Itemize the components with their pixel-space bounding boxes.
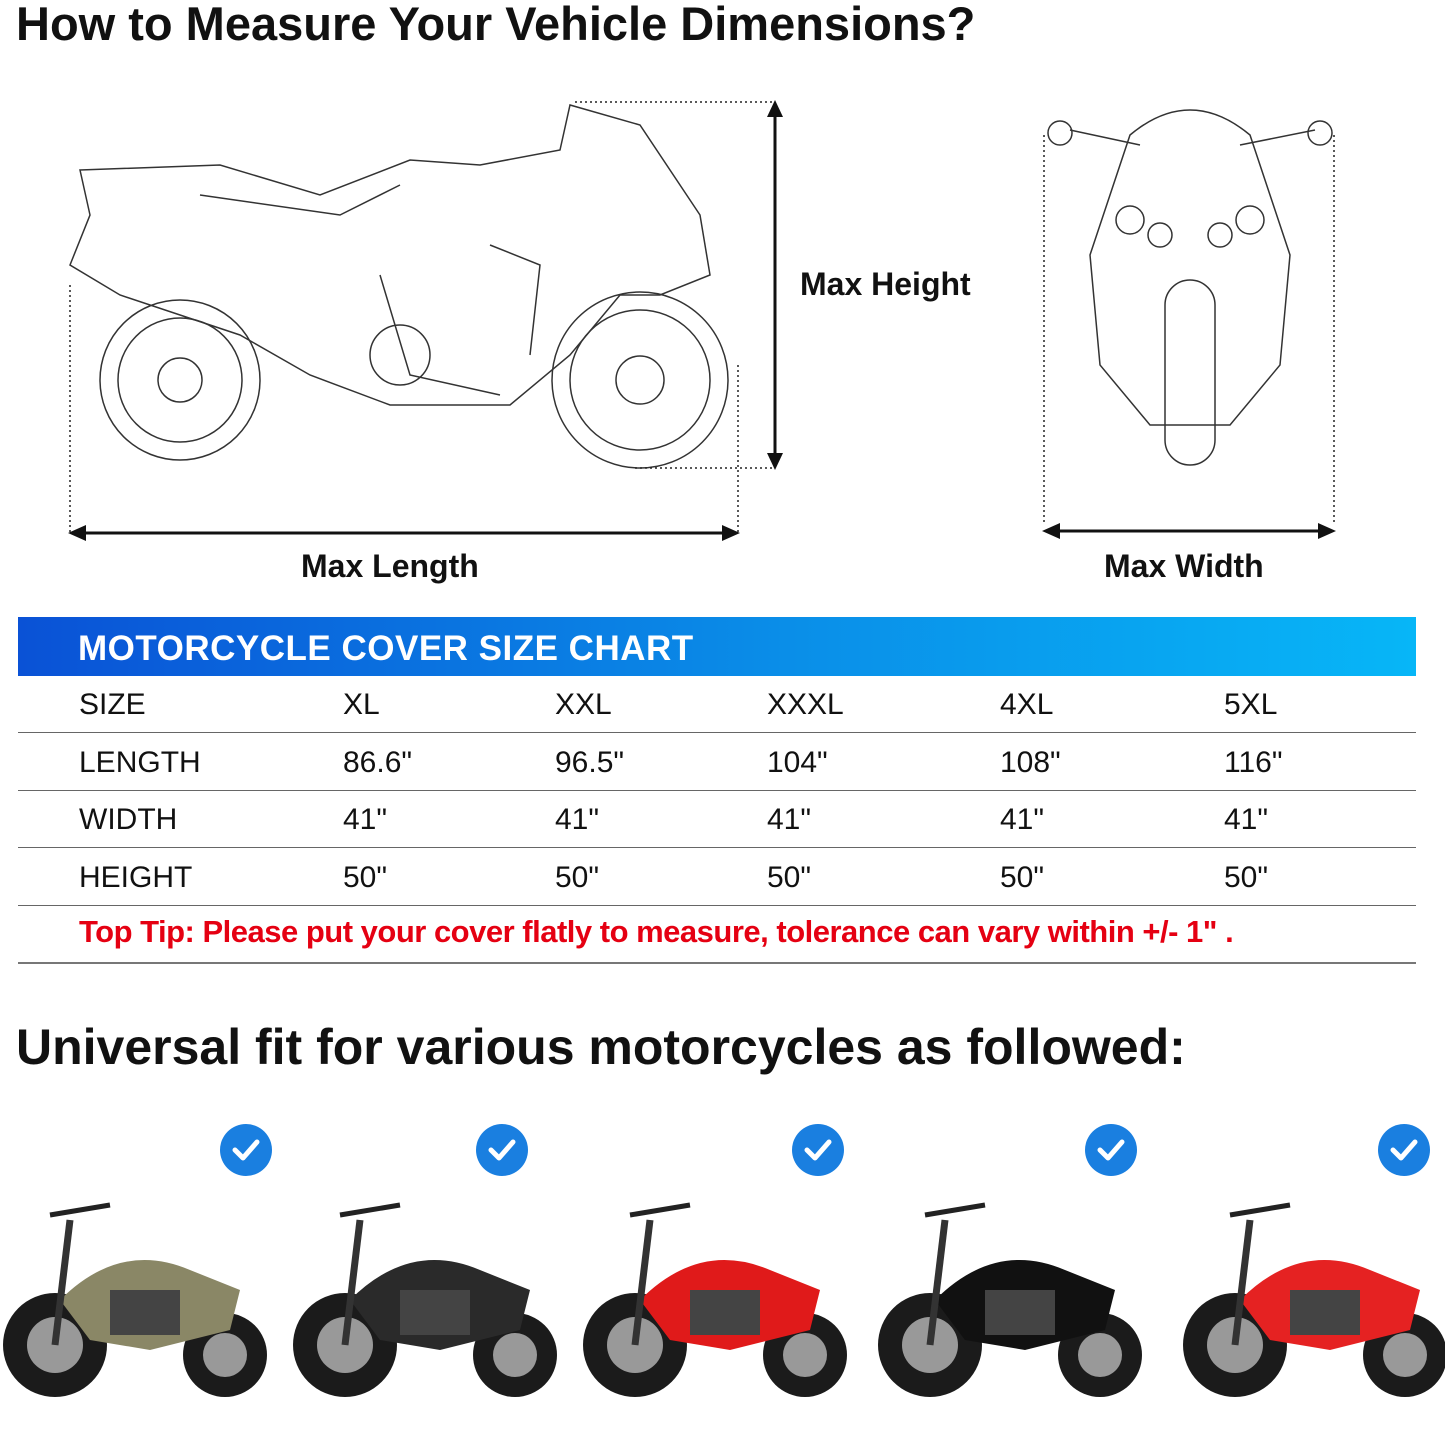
motorcycle-photo-scooter	[293, 1202, 557, 1397]
motorcycle-photo-cruiser	[878, 1202, 1142, 1397]
motorcycle-photo-vespa	[1183, 1202, 1445, 1397]
top-tip: Top Tip: Please put your cover flatly to…	[79, 914, 1234, 949]
row-value: 41"	[1000, 803, 1045, 836]
size-chart-header: MOTORCYCLE COVER SIZE CHART	[18, 617, 1416, 676]
row-value: 116"	[1224, 745, 1283, 779]
row-label: WIDTH	[79, 803, 178, 836]
check-icon	[792, 1124, 844, 1176]
size-chart-row-height: HEIGHT 50" 50" 50" 50" 50"	[18, 849, 1416, 906]
row-value: 50"	[343, 860, 388, 894]
row-value: 50"	[1000, 860, 1045, 894]
motorcycle-photo-cruiser	[3, 1202, 267, 1397]
row-value: 41"	[555, 803, 600, 836]
size-chart-title: MOTORCYCLE COVER SIZE CHART	[78, 629, 694, 668]
row-value: 104"	[767, 745, 828, 779]
row-value: 50"	[555, 860, 600, 894]
row-value: XXL	[555, 688, 612, 721]
row-value: XXXL	[767, 688, 844, 721]
size-chart-row-size: SIZE XL XXL XXXL 4XL 5XL	[18, 676, 1416, 733]
row-value: 96.5"	[555, 745, 625, 779]
row-value: 108"	[1000, 745, 1061, 779]
row-value: 86.6"	[343, 745, 413, 779]
max-width-label: Max Width	[1104, 548, 1264, 584]
row-value: 41"	[1224, 803, 1269, 836]
max-length-label: Max Length	[301, 548, 479, 584]
row-value: 5XL	[1224, 688, 1278, 721]
check-icon	[1085, 1124, 1137, 1176]
size-chart-row-length: LENGTH 86.6" 96.5" 104" 108" 116"	[18, 734, 1416, 791]
row-value: 41"	[343, 803, 388, 836]
fit-heading: Universal fit for various motorcycles as…	[16, 1019, 1186, 1075]
divider	[18, 962, 1416, 964]
page-title: How to Measure Your Vehicle Dimensions?	[16, 0, 976, 50]
check-icon	[220, 1124, 272, 1176]
row-label: LENGTH	[79, 745, 201, 779]
motorcycle-front-drawing	[1042, 109, 1336, 539]
row-value: XL	[343, 688, 380, 721]
row-value: 50"	[767, 860, 812, 894]
max-height-label: Max Height	[800, 266, 971, 302]
dimension-lines	[68, 100, 783, 541]
row-label: HEIGHT	[79, 860, 193, 894]
row-value: 50"	[1224, 860, 1269, 894]
row-value: 4XL	[1000, 688, 1054, 721]
motorcycle-photo-sport	[583, 1202, 847, 1397]
check-icon	[1378, 1124, 1430, 1176]
size-chart-row-width: WIDTH 41" 41" 41" 41" 41"	[18, 791, 1416, 848]
check-icon	[476, 1124, 528, 1176]
row-value: 41"	[767, 803, 812, 836]
row-label: SIZE	[79, 688, 146, 721]
